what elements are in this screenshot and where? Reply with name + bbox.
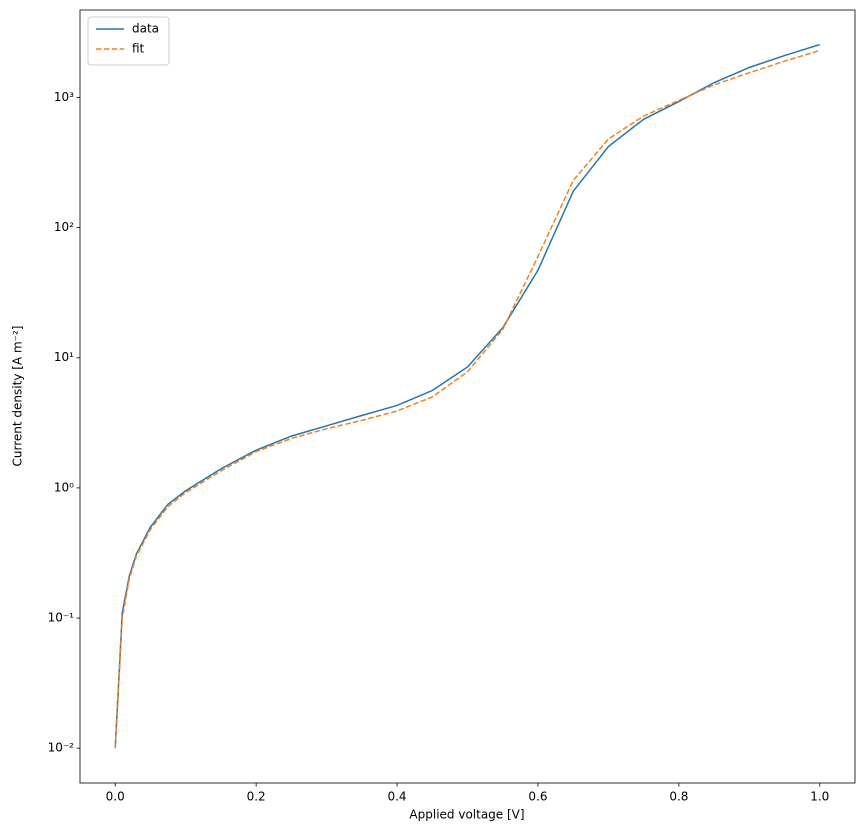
y-tick-label: 10² — [54, 220, 74, 234]
legend-label: data — [132, 22, 159, 36]
x-tick-label: 1.0 — [810, 790, 829, 804]
y-tick-label: 10⁰ — [54, 480, 74, 494]
x-axis-label: Applied voltage [V] — [409, 808, 524, 822]
y-tick-label: 10⁻¹ — [48, 611, 75, 625]
x-tick-label: 0.8 — [669, 790, 688, 804]
series-line — [114, 43, 820, 749]
x-tick-label: 0.0 — [106, 790, 125, 804]
y-tick-label: 10⁻² — [48, 741, 75, 755]
plot-frame — [79, 9, 856, 784]
y-axis-label: Current density [A m⁻²] — [11, 326, 25, 467]
legend-label: fit — [132, 42, 145, 56]
series-line — [114, 49, 820, 749]
x-tick-label: 0.4 — [387, 790, 406, 804]
y-tick-label: 10³ — [54, 90, 74, 104]
y-tick-label: 10¹ — [54, 350, 74, 364]
x-tick-label: 0.6 — [528, 790, 547, 804]
x-tick-label: 0.2 — [247, 790, 266, 804]
